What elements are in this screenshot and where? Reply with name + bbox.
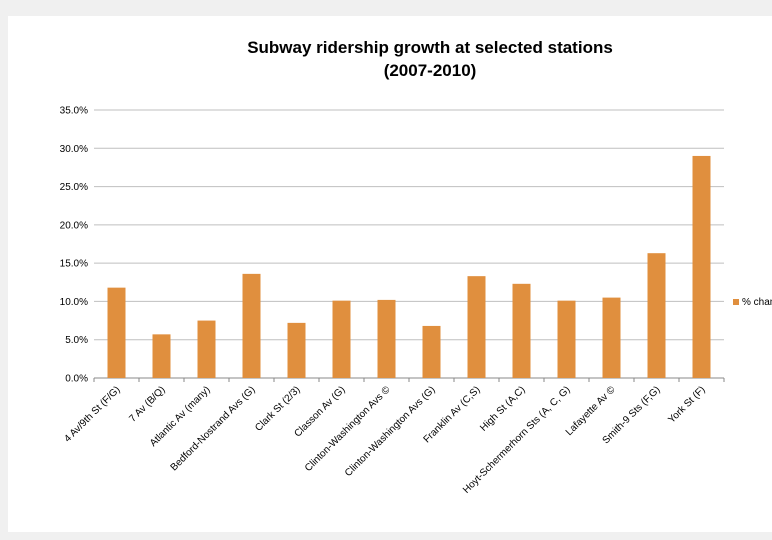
y-tick-label: 15.0%	[60, 259, 88, 270]
y-tick-label: 20.0%	[60, 220, 88, 231]
bar	[287, 322, 306, 378]
gridlines	[94, 109, 724, 379]
bar	[242, 273, 261, 378]
y-tick-label: 0.0%	[65, 374, 88, 385]
chart-subtitle: (2007-2010)	[384, 61, 477, 80]
bar	[692, 155, 711, 378]
x-tick-label: York St (F)	[666, 384, 707, 425]
bar	[197, 320, 216, 378]
y-tick-label: 25.0%	[60, 182, 88, 193]
x-tick-label: 7 Av (B/Q)	[127, 384, 167, 424]
x-tick-label: Bedford-Nostrand Avs (G)	[169, 384, 258, 473]
x-tick-label: High St (A,C)	[478, 384, 527, 433]
y-tick-label: 30.0%	[60, 144, 88, 155]
x-axis: 4 Av/9th St (F/G) 7 Av (B/Q)Atlantic Av (…	[62, 378, 725, 496]
legend-swatch	[733, 299, 739, 305]
x-tick-label: Clinton-Washington Avs (G)	[343, 384, 438, 479]
bar	[647, 253, 666, 378]
y-tick-label: 35.0%	[60, 106, 88, 117]
bar	[152, 334, 171, 378]
chart-area: Subway ridership growth at selected stat…	[8, 16, 772, 532]
y-axis: 0.0% 5.0% 10.0% 15.0% 20.0% 25.0% 30.0% 35.0%	[60, 106, 88, 385]
bar	[107, 287, 126, 378]
y-tick-label: 10.0%	[60, 297, 88, 308]
bar	[557, 300, 576, 378]
legend: % chan	[733, 297, 772, 308]
legend-label: % chan	[742, 297, 772, 308]
bar	[467, 276, 486, 378]
x-tick-label: Clinton-Washington Avs ©	[303, 384, 393, 474]
x-tick-label: Clark St (2/3)	[253, 384, 302, 433]
x-tick-label: 4 Av/9th St (F/G)	[62, 384, 122, 444]
bar	[332, 300, 351, 378]
bar	[602, 297, 621, 378]
bar-chart: Subway ridership growth at selected stat…	[60, 38, 772, 496]
bar	[422, 325, 441, 378]
bar	[512, 283, 531, 378]
y-tick-label: 5.0%	[65, 335, 88, 346]
chart-title: Subway ridership growth at selected stat…	[247, 38, 613, 57]
bar	[377, 299, 396, 378]
bars	[107, 155, 711, 378]
